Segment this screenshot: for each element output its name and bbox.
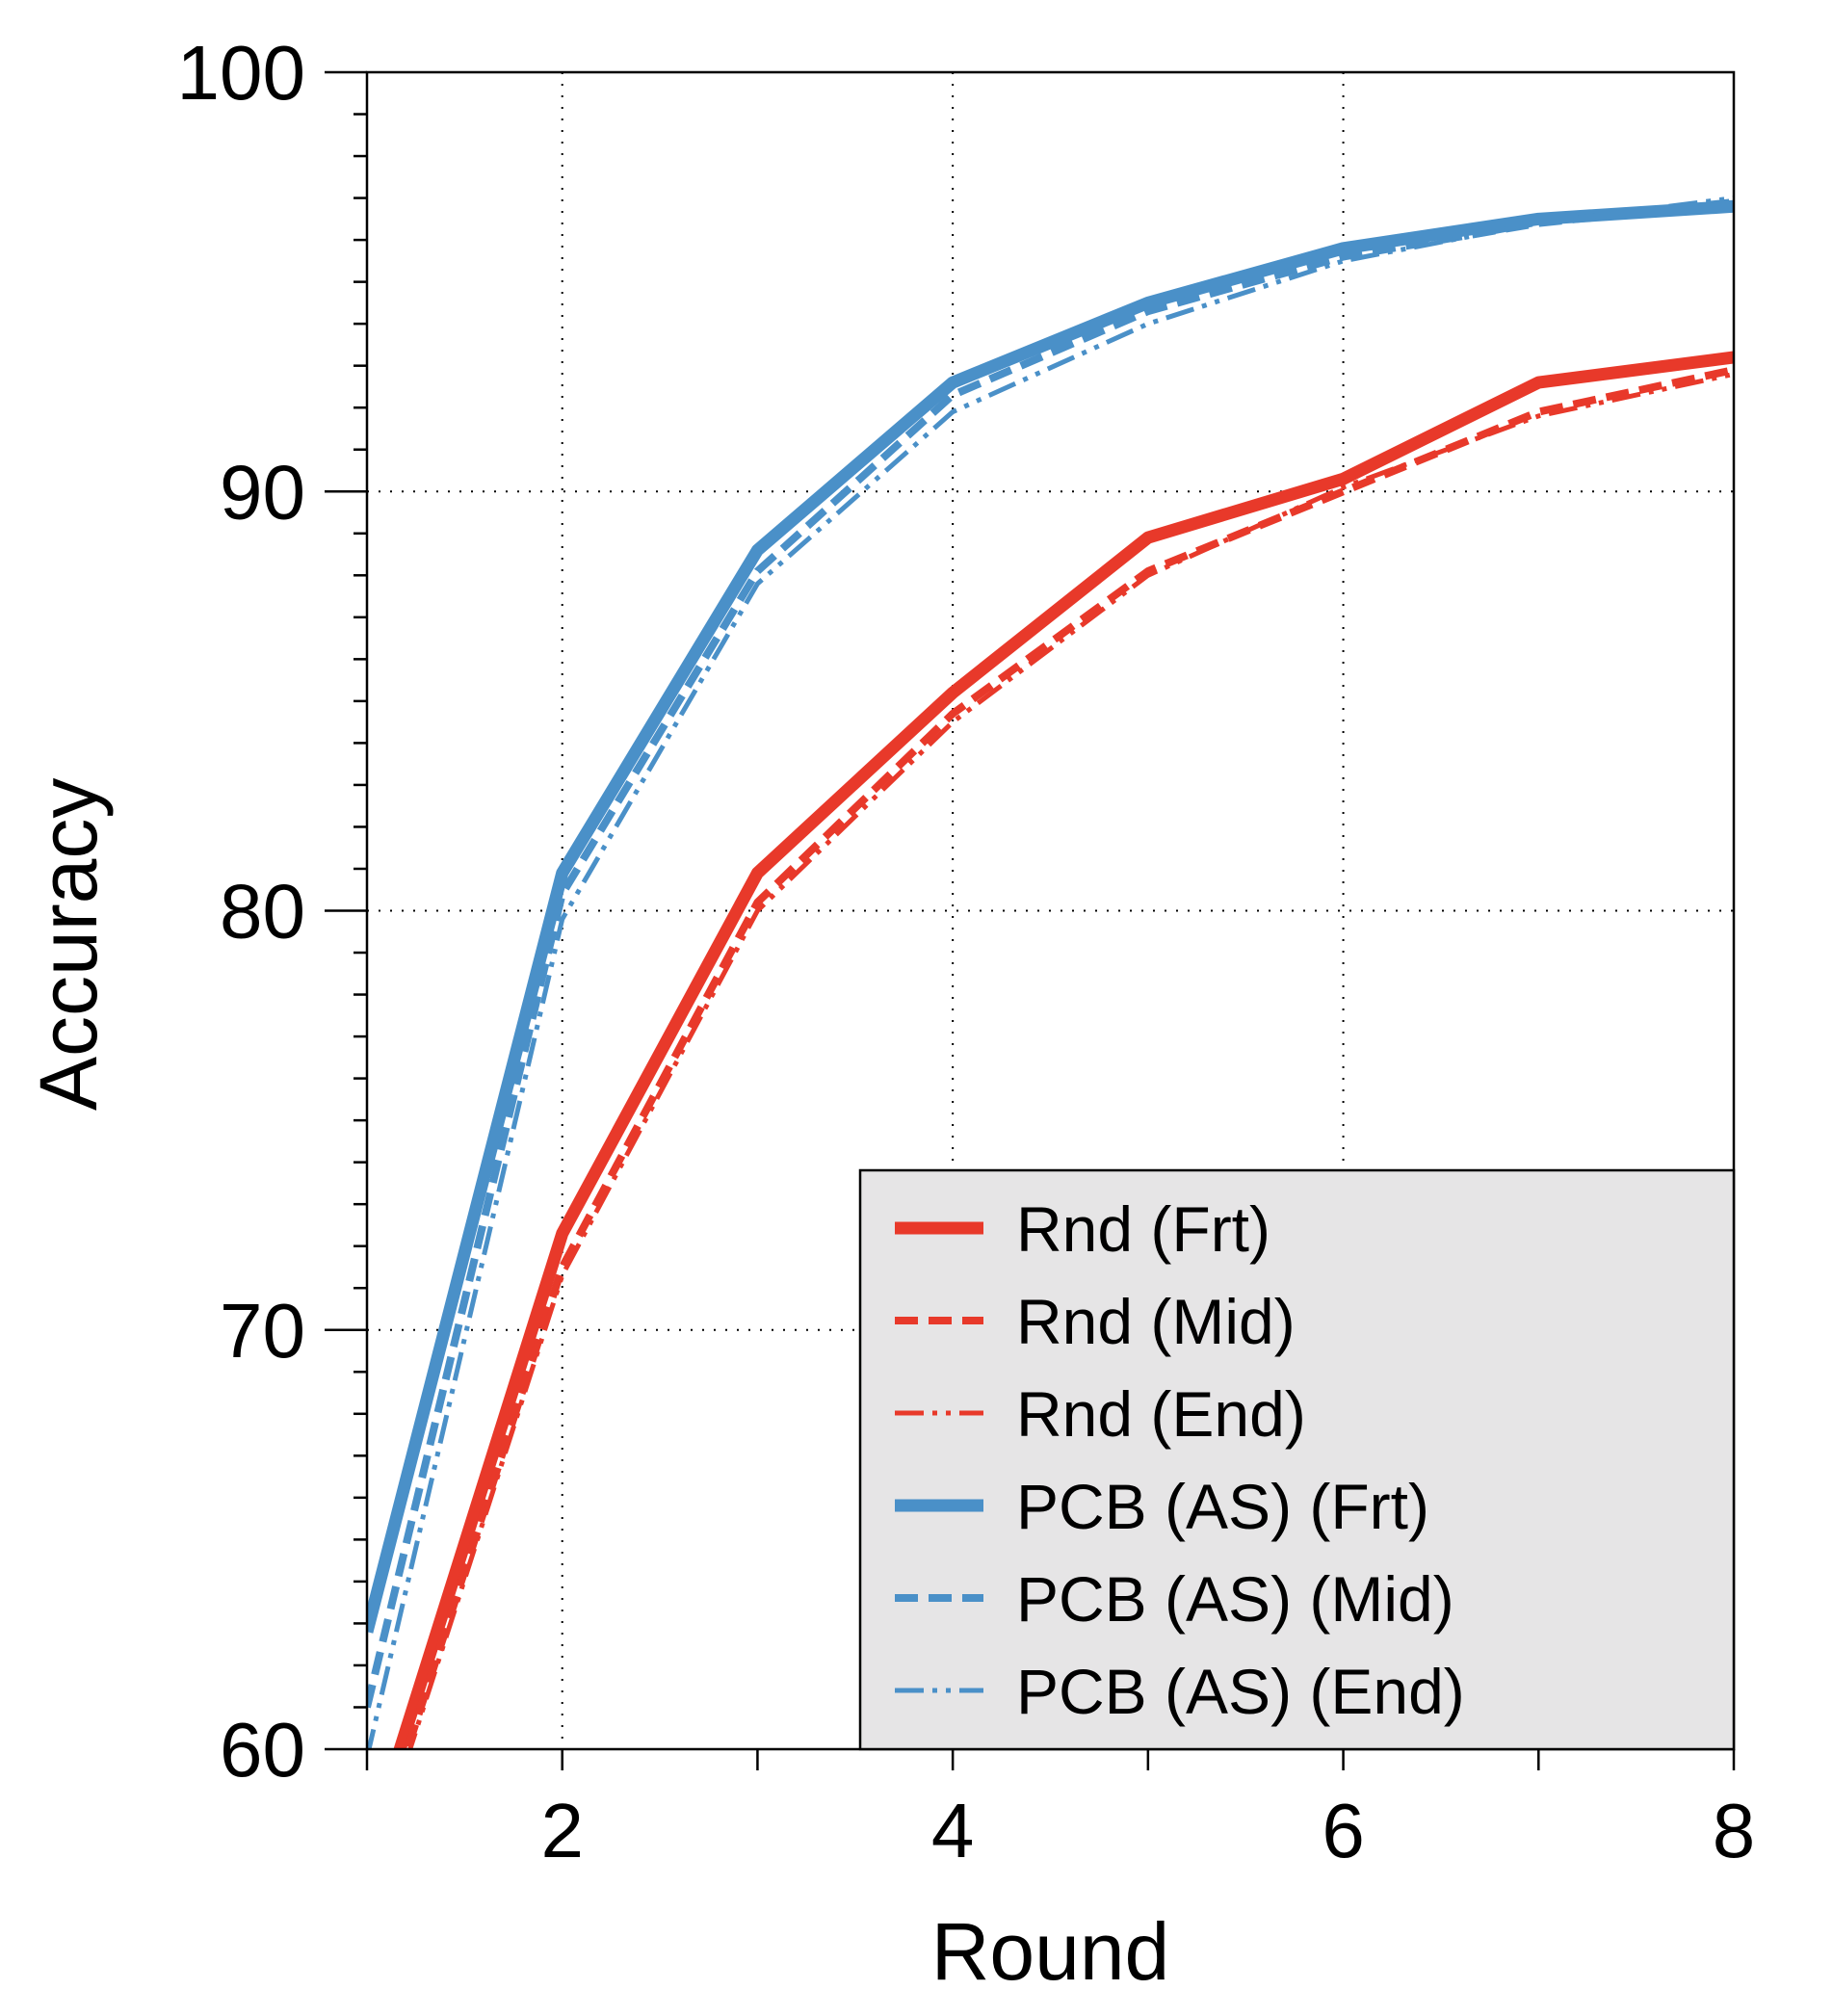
x-tick-label: 6 bbox=[1322, 1788, 1365, 1873]
y-tick-label: 60 bbox=[220, 1707, 305, 1793]
legend-label-3: PCB (AS) (Frt) bbox=[1016, 1471, 1429, 1542]
axis-ticks bbox=[325, 70, 1736, 1770]
legend-label-0: Rnd (Frt) bbox=[1016, 1193, 1270, 1265]
x-axis-label: Round bbox=[931, 1906, 1170, 1997]
series-line-5 bbox=[367, 196, 1734, 1749]
series-lines bbox=[367, 196, 1734, 1749]
y-tick-label: 70 bbox=[220, 1288, 305, 1374]
y-tick-label: 90 bbox=[220, 449, 305, 535]
series-line-0 bbox=[393, 351, 1734, 1749]
x-tick-label: 8 bbox=[1713, 1788, 1756, 1873]
legend: Rnd (Frt) Rnd (Mid) Rnd (End) PCB (AS) (Frt… bbox=[858, 1168, 1736, 1751]
legend-label-4: PCB (AS) (Mid) bbox=[1016, 1563, 1454, 1635]
series-line-4 bbox=[367, 197, 1734, 1709]
x-tick-label: 2 bbox=[540, 1788, 584, 1873]
y-tick-label: 100 bbox=[177, 30, 305, 116]
legend-label-5: PCB (AS) (End) bbox=[1016, 1656, 1465, 1727]
legend-label-1: Rnd (Mid) bbox=[1016, 1286, 1296, 1357]
series-line-2 bbox=[407, 371, 1734, 1749]
x-tick-label: 4 bbox=[931, 1788, 975, 1873]
series-line-3 bbox=[367, 199, 1734, 1634]
y-axis-label: Accuracy bbox=[23, 778, 114, 1111]
y-tick-label: 80 bbox=[220, 869, 305, 955]
tick-labels: 2 4 6 8 60 70 80 90 100 bbox=[177, 30, 1756, 1873]
legend-box bbox=[858, 1168, 1736, 1751]
legend-label-2: Rnd (End) bbox=[1016, 1378, 1306, 1450]
